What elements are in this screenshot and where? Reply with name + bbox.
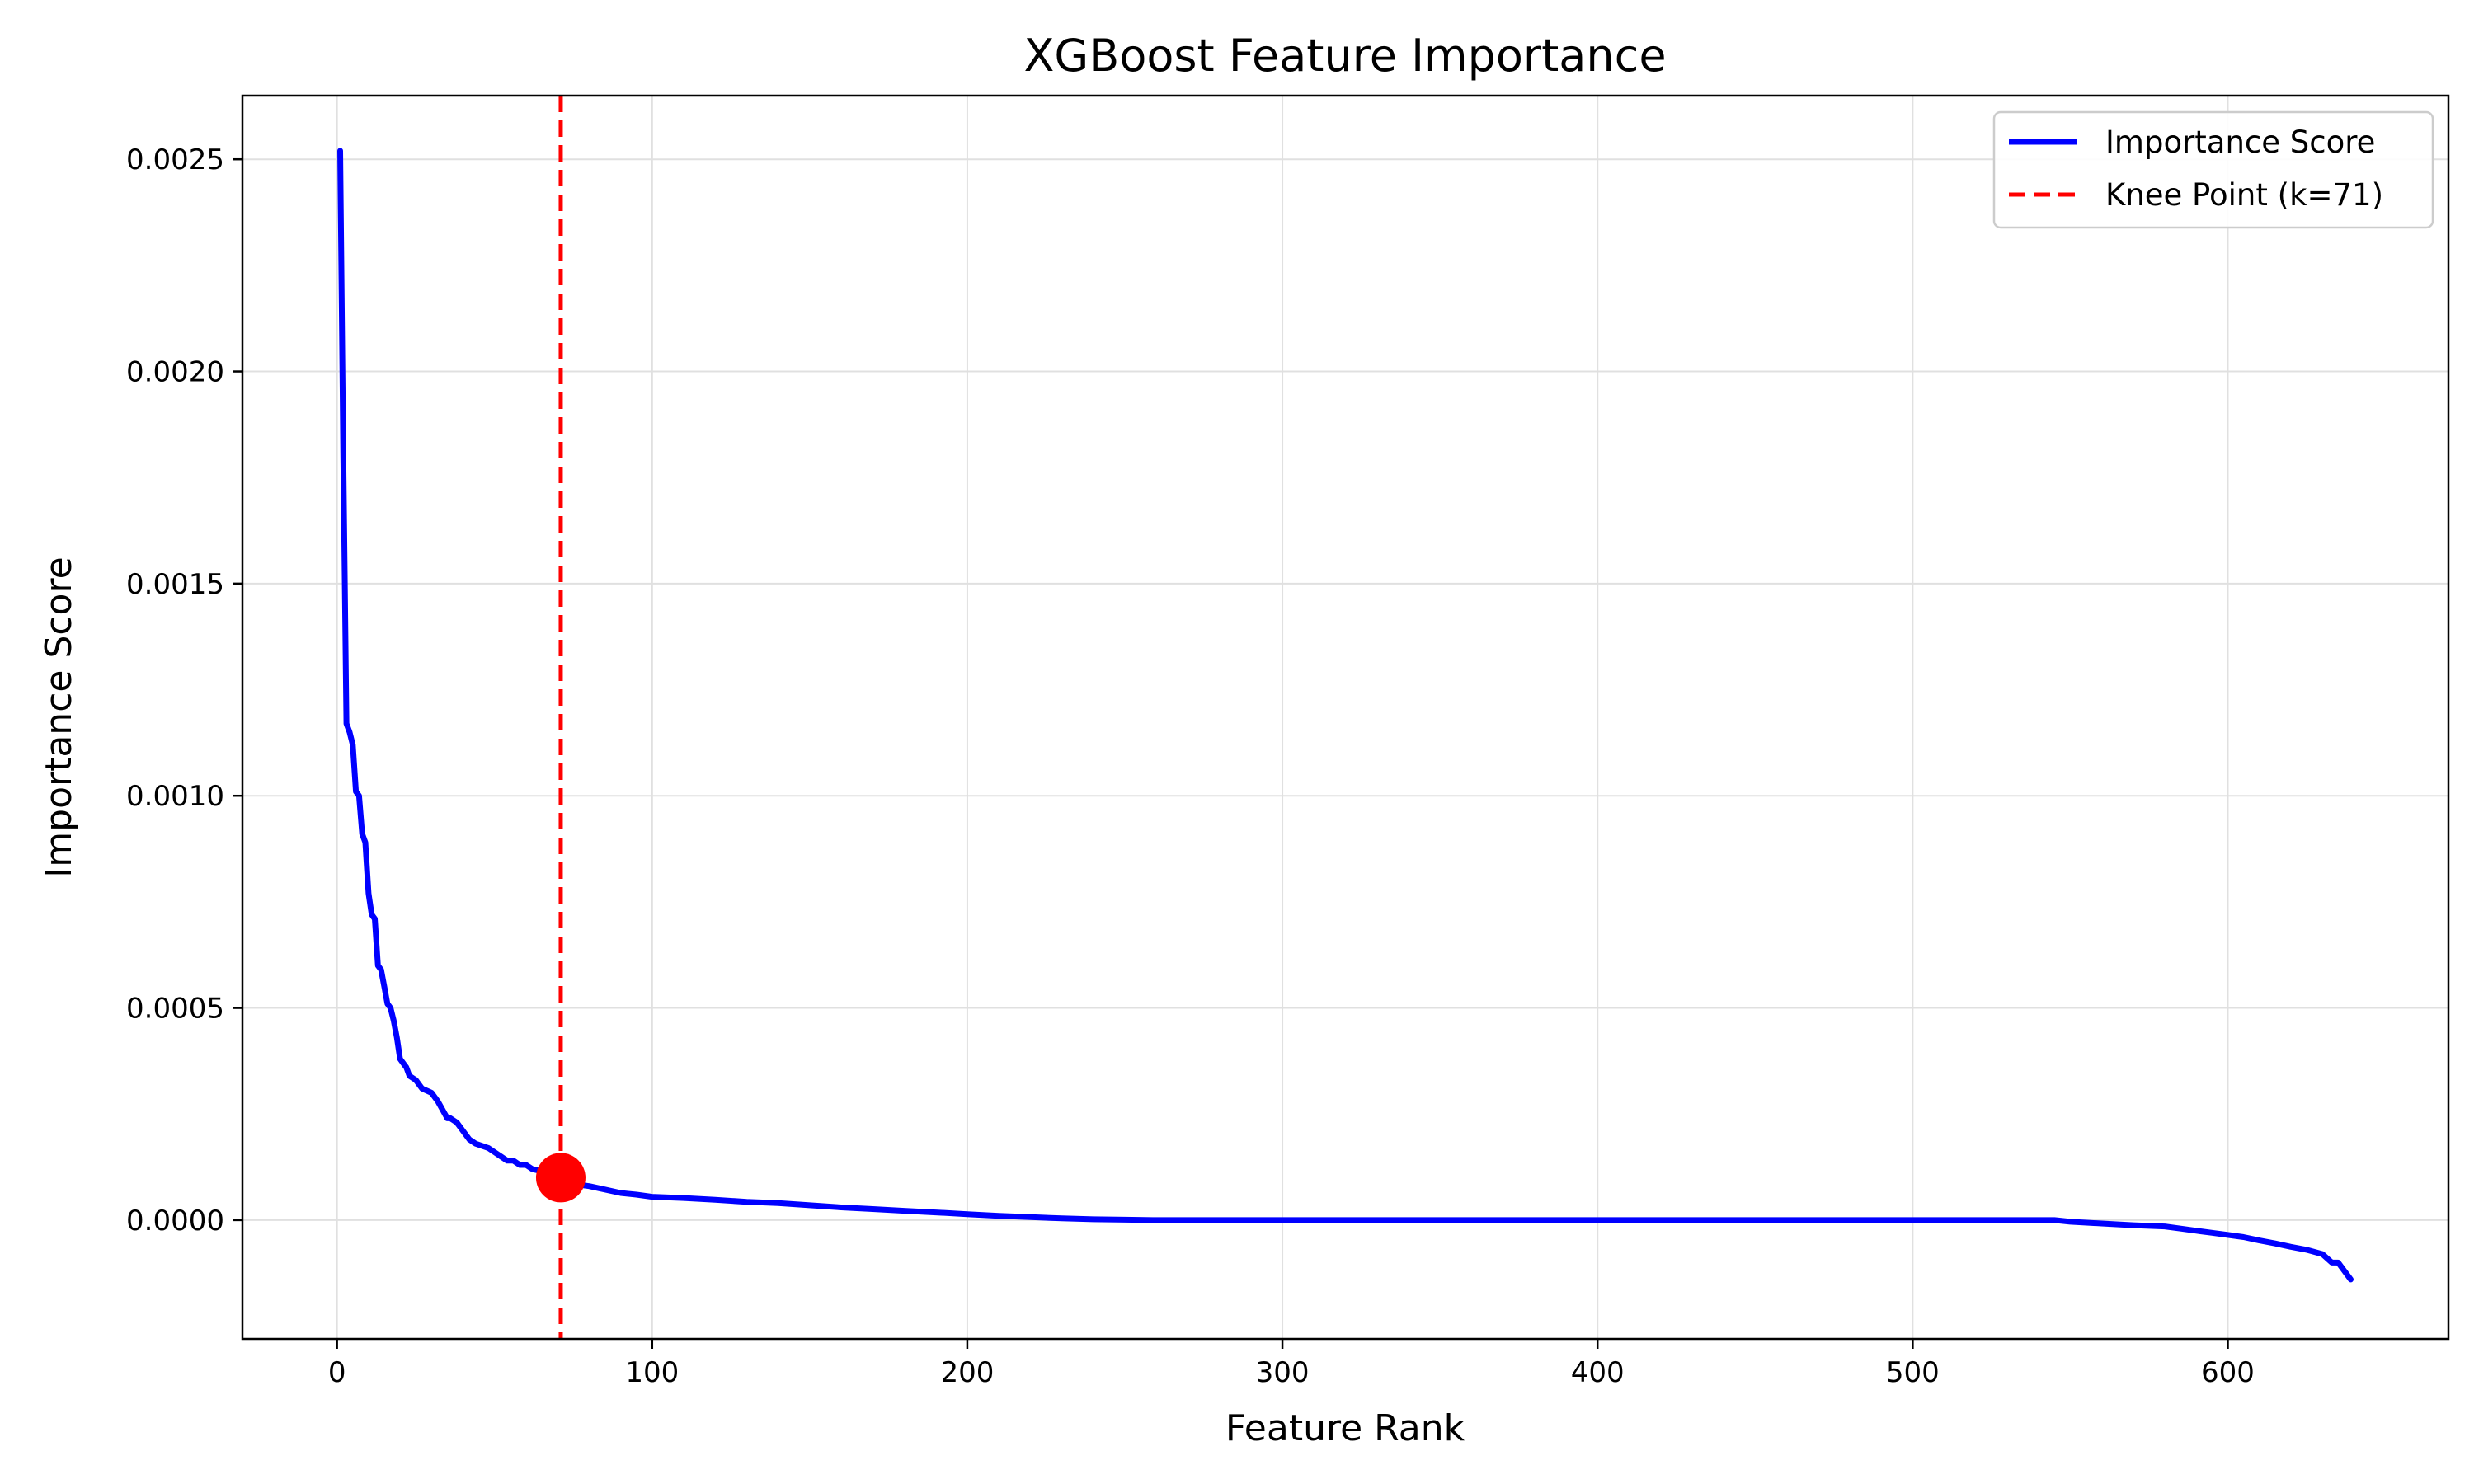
plot-frame — [241, 94, 2450, 1341]
x-axis-ticks: 0 100 200 300 400 500 600 — [328, 1339, 2255, 1389]
y-tick-label: 0.0005 — [126, 993, 224, 1026]
grid — [242, 96, 2448, 1339]
x-tick-label: 200 — [940, 1356, 994, 1389]
y-tick-label: 0.0025 — [126, 143, 224, 176]
y-axis-ticks: 0.0000 0.0005 0.0010 0.0015 0.0020 0.0025 — [126, 143, 242, 1237]
y-axis-title: Importance Score — [38, 556, 80, 877]
y-tick-label: 0.0020 — [126, 356, 224, 389]
y-tick-label: 0.0000 — [126, 1205, 224, 1237]
x-tick-label: 300 — [1256, 1356, 1310, 1389]
x-tick-label: 600 — [2201, 1356, 2255, 1389]
legend-knee-label: Knee Point (k=71) — [2105, 177, 2383, 213]
legend-box — [1992, 110, 2434, 229]
importance-score-line — [337, 148, 2354, 1283]
legend-importance-label: Importance Score — [2105, 124, 2375, 160]
legend: Importance Score Knee Point (k=71) — [1992, 110, 2434, 229]
x-axis-title: Feature Rank — [1225, 1407, 1465, 1449]
chart-title: XGBoost Feature Importance — [1023, 30, 1666, 82]
x-tick-label: 0 — [328, 1356, 346, 1389]
x-tick-label: 400 — [1571, 1356, 1625, 1389]
y-tick-label: 0.0010 — [126, 780, 224, 813]
knee-point-marker — [535, 1153, 586, 1203]
y-tick-label: 0.0015 — [126, 568, 224, 601]
x-tick-label: 100 — [625, 1356, 679, 1389]
x-tick-label: 500 — [1886, 1356, 1940, 1389]
